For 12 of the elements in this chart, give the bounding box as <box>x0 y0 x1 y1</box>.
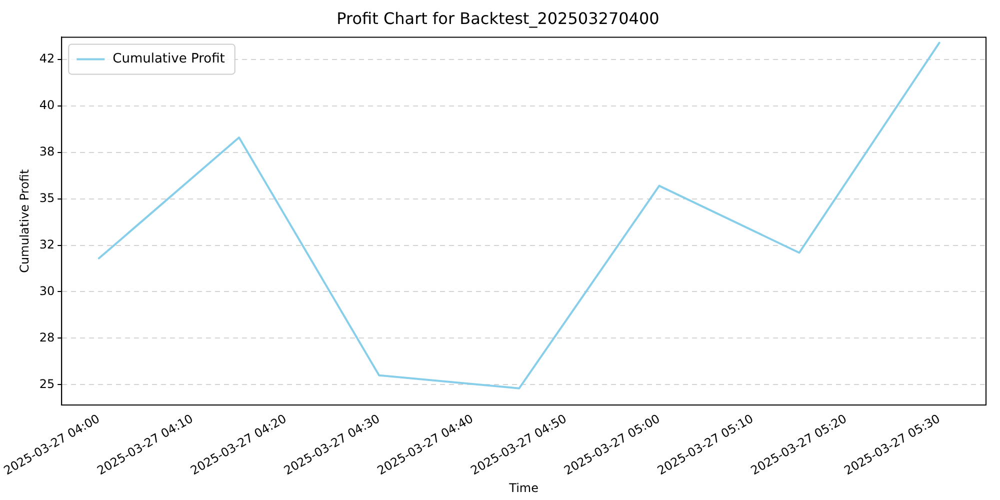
chart-title: Profit Chart for Backtest_202503270400 <box>336 8 660 28</box>
y-tick-label: 32 <box>39 237 55 252</box>
y-axis-title: Cumulative Profit <box>17 169 32 273</box>
y-tick-label: 35 <box>39 190 55 205</box>
y-tick-label: 38 <box>39 144 55 159</box>
y-tick-label: 25 <box>39 376 55 391</box>
legend-label: Cumulative Profit <box>112 52 225 67</box>
y-tick-label: 42 <box>39 52 55 66</box>
y-tick-label: 30 <box>39 284 55 298</box>
y-tick-label: 28 <box>39 330 55 344</box>
y-tick-label: 40 <box>39 98 55 112</box>
x-axis-title: Time <box>508 480 538 495</box>
